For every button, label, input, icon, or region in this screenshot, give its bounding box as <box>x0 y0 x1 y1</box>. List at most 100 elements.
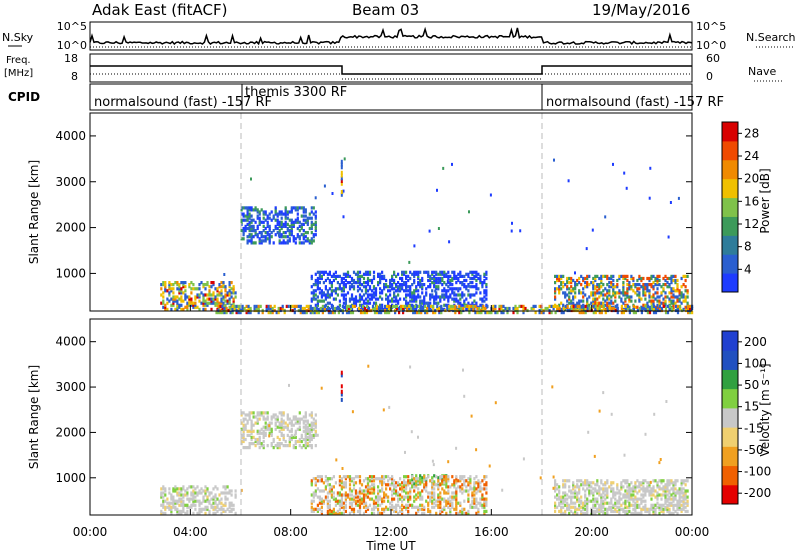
data-cell <box>654 276 657 281</box>
data-cell <box>568 276 571 281</box>
data-cell <box>445 291 448 295</box>
data-cell <box>554 304 557 308</box>
data-cell <box>644 491 647 495</box>
data-cell <box>469 276 472 281</box>
data-cell <box>656 281 659 285</box>
data-cell <box>250 241 253 245</box>
data-cell <box>431 289 434 293</box>
data-cell <box>455 505 458 509</box>
data-cell <box>162 283 165 287</box>
data-cell <box>484 311 487 315</box>
data-cell <box>376 311 379 315</box>
data-cell <box>453 297 456 301</box>
data-cell <box>242 419 245 423</box>
data-cell <box>326 509 329 513</box>
data-cell <box>389 289 392 293</box>
power-colorbar-swatch <box>722 122 738 142</box>
data-cell <box>280 411 283 415</box>
data-cell <box>668 285 671 289</box>
data-cell <box>530 306 533 311</box>
data-cell <box>648 507 651 511</box>
data-cell <box>297 304 300 308</box>
data-cell <box>429 511 432 515</box>
data-cell <box>638 299 641 303</box>
data-cell <box>260 239 263 243</box>
data-cell <box>402 304 405 308</box>
data-cell <box>312 509 315 513</box>
data-cell <box>568 287 571 291</box>
data-cell <box>170 297 173 301</box>
data-cell <box>364 291 368 295</box>
data-cell <box>566 293 569 297</box>
data-cell <box>670 511 673 515</box>
data-cell <box>564 291 567 295</box>
data-cell <box>286 222 289 226</box>
data-cell <box>184 293 187 297</box>
data-cell <box>389 283 392 287</box>
data-cell <box>244 425 247 429</box>
data-cell <box>379 281 382 285</box>
data-cell <box>626 306 629 311</box>
data-cell <box>292 446 295 450</box>
data-cell <box>212 293 215 297</box>
data-cell <box>224 295 227 299</box>
data-cell <box>258 231 261 235</box>
data-cell <box>630 274 633 278</box>
data-cell <box>283 311 286 315</box>
data-cell <box>290 208 293 212</box>
data-cell <box>250 226 253 231</box>
data-cell <box>284 241 287 245</box>
data-cell <box>280 212 283 216</box>
data-cell <box>309 304 312 308</box>
data-cell <box>421 476 424 480</box>
data-cell <box>604 303 607 307</box>
data-cell <box>349 304 353 308</box>
data-cell <box>314 477 317 481</box>
data-cell <box>274 224 277 228</box>
data-cell <box>588 485 591 489</box>
data-cell <box>572 301 575 305</box>
data-cell <box>676 285 679 289</box>
data-cell <box>304 433 307 437</box>
data-cell <box>425 291 428 295</box>
data-cell <box>620 299 623 303</box>
data-cell <box>348 281 352 285</box>
data-cell <box>574 285 577 289</box>
data-cell <box>564 293 567 297</box>
data-cell <box>182 307 185 311</box>
data-cell <box>304 429 307 433</box>
data-cell <box>316 287 319 291</box>
data-cell <box>556 487 559 491</box>
data-cell <box>362 285 366 289</box>
data-cell <box>310 413 313 417</box>
data-cell <box>634 511 637 515</box>
data-cell <box>324 497 327 501</box>
data-cell <box>676 499 679 503</box>
data-cell <box>188 497 191 501</box>
data-cell <box>638 497 641 501</box>
data-cell <box>642 487 645 491</box>
data-cell <box>170 509 173 513</box>
data-cell <box>560 497 563 501</box>
data-cell <box>481 285 484 289</box>
data-cell <box>572 485 575 489</box>
data-cell <box>475 511 478 515</box>
data-cell <box>186 491 189 495</box>
data-cell <box>334 270 337 274</box>
data-cell <box>370 295 374 299</box>
data-cell <box>576 507 579 511</box>
data-cell <box>254 421 257 425</box>
data-cell <box>372 285 376 289</box>
data-cell <box>413 295 416 299</box>
data-cell <box>620 304 623 308</box>
data-cell <box>415 297 418 301</box>
data-cell <box>672 507 675 511</box>
data-cell <box>554 481 557 485</box>
data-cell <box>634 305 637 309</box>
data-cell <box>204 283 207 287</box>
data-cell <box>447 276 450 281</box>
data-cell <box>176 303 179 307</box>
data-cell <box>522 457 525 461</box>
data-cell <box>407 499 410 503</box>
data-cell <box>342 511 345 515</box>
